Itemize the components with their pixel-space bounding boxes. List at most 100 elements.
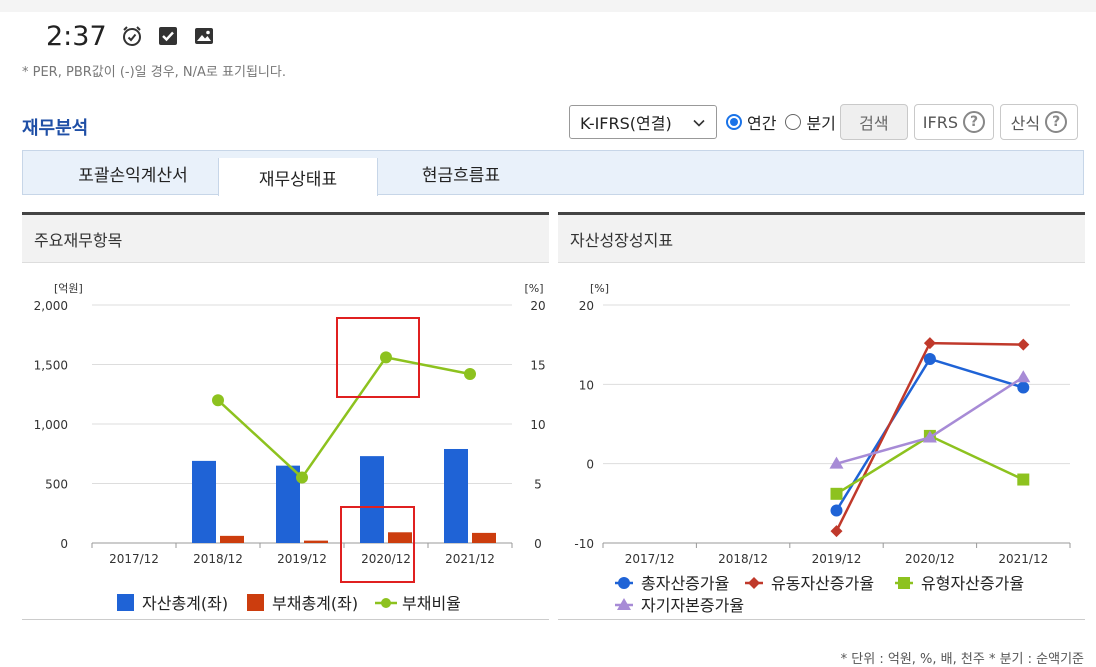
tab-balance-sheet[interactable]: 재무상태표 <box>218 158 378 196</box>
formula-button-label: 산식 <box>1010 114 1041 133</box>
bar-asset-total <box>444 448 468 543</box>
question-icon: ? <box>1045 111 1068 133</box>
point-debt-ratio <box>380 351 392 364</box>
top-strip <box>0 0 1096 12</box>
radio-quarter[interactable]: 분기 <box>785 110 836 134</box>
series-point <box>1017 338 1030 351</box>
y-tick-label: 1,500 <box>34 359 68 373</box>
x-tick-label: 2021/12 <box>998 552 1048 566</box>
annotation-box <box>336 317 420 398</box>
legend-swatch-marker <box>618 577 630 589</box>
tab-label: 현금흐름표 <box>421 165 501 186</box>
right-axis-unit: [%] <box>524 282 543 295</box>
legend-label: 부채총계(좌) <box>272 594 358 613</box>
y-tick-label: 2,000 <box>34 299 68 313</box>
asset-growth-chart: [%] 20 10 0 -10 2017/12 2018/12 2019/12 2020/12 2… <box>574 282 1071 615</box>
point-debt-ratio <box>464 368 476 381</box>
legend-label: 자산총계(좌) <box>142 594 228 613</box>
legend-swatch-marker <box>898 577 910 589</box>
y2-tick-label: 20 <box>530 299 545 313</box>
legend-swatch-marker <box>381 598 391 608</box>
checkbox-icon <box>158 27 177 45</box>
series-point <box>1016 370 1031 383</box>
panel-title-asset-growth: 자산성장성지표 <box>558 215 1085 263</box>
point-debt-ratio <box>296 471 308 484</box>
series-point <box>1017 473 1030 486</box>
radio-annual-label: 연간 <box>747 114 777 133</box>
radio-annual-dot[interactable] <box>726 114 742 130</box>
x-tick-label: 2017/12 <box>109 552 159 566</box>
panel-key-financials: 주요재무항목 [억원] [%] 2,000 20 1,500 15 1,000 10 500 5 0… <box>22 212 549 620</box>
series-point <box>1017 381 1030 394</box>
radio-quarter-label: 분기 <box>806 114 836 133</box>
y-tick-label: 500 <box>45 478 68 492</box>
annotation-box <box>340 506 415 583</box>
x-tick-label: 2017/12 <box>625 552 675 566</box>
series-point <box>923 337 936 350</box>
x-tick-label: 2020/12 <box>361 552 411 566</box>
question-icon: ? <box>963 111 985 133</box>
y-tick-label: 20 <box>579 299 594 313</box>
status-bar: 2:37 <box>46 18 215 54</box>
tab-label: 포괄손익계산서 <box>78 165 188 186</box>
legend-label: 자기자본증가율 <box>641 596 744 615</box>
bar-liability-total <box>304 540 328 543</box>
y-tick-label: 1,000 <box>34 418 68 432</box>
series-point <box>829 456 844 469</box>
ifrs-button-label: IFRS <box>922 112 958 132</box>
accounting-standard-select[interactable]: K-IFRS(연결) <box>569 105 717 139</box>
tab-cash-flow[interactable]: 현금흐름표 <box>381 151 541 195</box>
chevron-down-icon <box>693 119 705 127</box>
per-pbr-note: * PER, PBR값이 (-)일 경우, N/A로 표기됩니다. <box>22 65 286 80</box>
y-axis-unit: [%] <box>590 282 609 295</box>
bar-asset-total <box>192 460 216 543</box>
y-tick-label: 0 <box>60 537 68 551</box>
tab-label: 재무상태표 <box>258 169 338 190</box>
statement-tabs: 포괄손익계산서 재무상태표 현금흐름표 <box>22 150 1084 196</box>
radio-annual[interactable]: 연간 <box>726 110 776 134</box>
y-tick-label: 10 <box>579 378 594 392</box>
search-button-label: 검색 <box>859 114 889 133</box>
formula-help-button[interactable]: 산식 ? <box>999 104 1078 140</box>
select-value: K-IFRS(연결) <box>580 114 672 133</box>
x-tick-label: 2018/12 <box>193 552 243 566</box>
x-tick-label: 2020/12 <box>905 552 955 566</box>
line-debt-ratio <box>217 355 471 480</box>
y-tick-label: 0 <box>586 458 594 472</box>
image-icon <box>194 28 213 44</box>
tab-income-statement[interactable]: 포괄손익계산서 <box>43 151 223 195</box>
bar-asset-total <box>276 465 300 543</box>
series-point <box>830 487 843 500</box>
legend-swatch-marker <box>748 577 760 589</box>
x-tick-label: 2018/12 <box>718 552 768 566</box>
alarm-icon <box>122 26 141 46</box>
y2-tick-label: 10 <box>530 418 545 432</box>
series-point <box>922 430 937 443</box>
legend-label: 유동자산증가율 <box>771 574 874 593</box>
series-point <box>923 352 936 365</box>
status-time: 2:37 <box>46 20 107 52</box>
bar-liability-total <box>220 535 244 543</box>
y2-tick-label: 15 <box>530 359 545 373</box>
legend-label: 유형자산증가율 <box>921 574 1024 593</box>
panel-title-key-financials: 주요재무항목 <box>22 215 549 263</box>
series-point <box>830 525 843 538</box>
series-line <box>836 376 1024 465</box>
radio-quarter-dot[interactable] <box>785 114 802 130</box>
section-title: 재무분석 <box>22 118 89 139</box>
legend-swatch <box>247 594 264 611</box>
legend-swatch-marker <box>617 598 631 610</box>
x-tick-label: 2021/12 <box>445 552 495 566</box>
bar-liability-total <box>472 532 496 543</box>
series-point <box>830 504 843 517</box>
x-tick-label: 2019/12 <box>812 552 862 566</box>
legend-label: 부채비율 <box>402 594 461 613</box>
x-tick-label: 2019/12 <box>277 552 327 566</box>
left-axis-unit: [억원] <box>54 282 83 295</box>
bar-liability-total <box>388 532 412 543</box>
search-button[interactable]: 검색 <box>839 104 908 140</box>
point-debt-ratio <box>212 394 224 407</box>
y-tick-label: -10 <box>574 537 594 551</box>
ifrs-help-button[interactable]: IFRS ? <box>913 104 994 140</box>
